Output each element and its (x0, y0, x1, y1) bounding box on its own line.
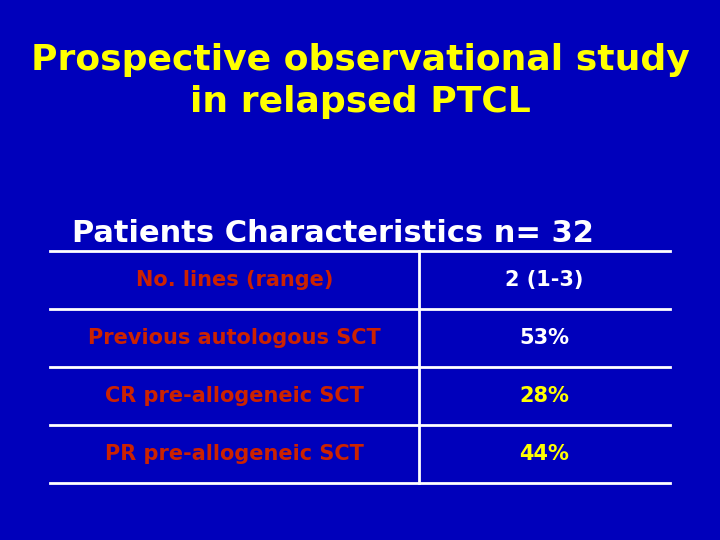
Text: 44%: 44% (519, 444, 569, 464)
Text: No. lines (range): No. lines (range) (136, 270, 333, 290)
Text: CR pre-allogeneic SCT: CR pre-allogeneic SCT (105, 386, 364, 406)
Text: Prospective observational study
in relapsed PTCL: Prospective observational study in relap… (31, 43, 689, 119)
Text: 53%: 53% (519, 328, 570, 348)
Text: 28%: 28% (519, 386, 569, 406)
Text: Patients Characteristics n= 32: Patients Characteristics n= 32 (72, 219, 594, 248)
Text: 2 (1-3): 2 (1-3) (505, 270, 583, 290)
Text: PR pre-allogeneic SCT: PR pre-allogeneic SCT (105, 444, 364, 464)
Text: Previous autologous SCT: Previous autologous SCT (89, 328, 381, 348)
